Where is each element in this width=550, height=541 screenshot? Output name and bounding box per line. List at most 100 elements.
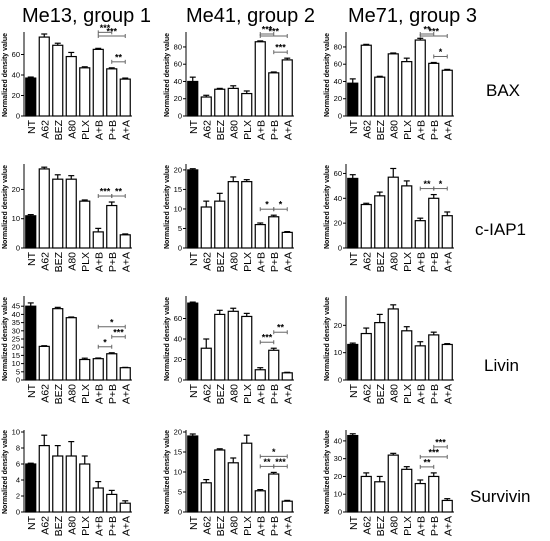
x-tick-label: NT	[26, 119, 38, 134]
y-tick-label: 60	[174, 60, 182, 69]
y-tick-label: 0	[178, 244, 182, 253]
bar-a62	[360, 203, 372, 249]
y-tick-label: 20	[174, 165, 182, 174]
x-tick-label: A+B	[255, 252, 267, 272]
x-tick-label: A80	[228, 384, 240, 403]
bar-nt	[25, 77, 37, 117]
column-header-2: Me41, group 2	[186, 5, 315, 27]
x-tick-label: BEZ	[375, 515, 387, 536]
y-tick-label: 40	[12, 310, 20, 319]
y-tick-label: 5	[16, 367, 20, 376]
y-axis-label: Normalized density value	[2, 33, 9, 117]
x-tick-label: P+B	[269, 252, 281, 272]
x-tick-label: NT	[26, 515, 38, 530]
y-tick-label: 0	[338, 244, 342, 253]
significance-label: ***	[100, 23, 111, 33]
y-tick-label: 10	[174, 204, 182, 213]
x-tick-label: A+A	[442, 252, 454, 272]
x-tick-label: NT	[348, 251, 360, 266]
x-tick-label: A+B	[255, 120, 267, 140]
x-tick-label: BEZ	[375, 119, 387, 140]
bar-plx	[79, 200, 91, 249]
bar-bez	[52, 44, 64, 117]
bar-bez	[214, 200, 226, 249]
bar-nt	[25, 215, 37, 249]
x-tick-label: A+B	[415, 384, 427, 404]
x-tick-label: NT	[348, 515, 360, 530]
x-tick-label: PLX	[80, 516, 92, 536]
bar-nt	[347, 82, 359, 117]
significance-label: *	[439, 47, 443, 57]
bar-plx	[79, 463, 91, 513]
bar-a80	[227, 87, 239, 117]
bar-pplusb	[106, 204, 118, 249]
bar-a62	[200, 96, 212, 117]
bar-a80	[65, 317, 77, 381]
y-tick-label: 60	[334, 60, 342, 69]
y-tick-label: 0	[338, 508, 342, 517]
bar-pplusb	[428, 197, 440, 249]
x-tick-label: A80	[388, 516, 400, 535]
x-tick-label: A62	[39, 384, 51, 403]
x-tick-label: P+B	[107, 252, 119, 272]
bar-pplusb	[106, 493, 118, 513]
x-tick-label: P+B	[429, 120, 441, 140]
x-tick-label: A+B	[255, 384, 267, 404]
significance-label: ***	[268, 27, 279, 37]
bar-a80	[227, 310, 239, 381]
bar-bez	[374, 322, 386, 381]
y-tick-label: 60	[174, 314, 182, 323]
y-tick-label: 30	[334, 454, 342, 463]
bar-a80	[65, 455, 77, 513]
x-tick-label: PLX	[402, 384, 414, 404]
bar-a80	[387, 454, 399, 513]
y-tick-label: 6	[16, 460, 20, 469]
x-tick-label: A80	[228, 252, 240, 271]
x-tick-label: P+B	[107, 516, 119, 536]
bar-aplusa	[281, 231, 293, 249]
x-tick-label: P+B	[429, 252, 441, 272]
y-tick-label: 20	[334, 94, 342, 103]
x-tick-label: A+A	[120, 516, 132, 536]
y-tick-label: 0	[16, 376, 20, 385]
y-axis-label: Normalized density value	[2, 430, 9, 514]
y-tick-label: 0	[338, 112, 342, 121]
x-tick-label: A+B	[93, 120, 105, 140]
bar-aplusb	[414, 482, 426, 513]
x-tick-label: A+B	[415, 516, 427, 536]
x-tick-label: PLX	[402, 120, 414, 140]
column-header-3: Me71, group 3	[348, 5, 477, 27]
bar-aplusb	[254, 369, 266, 381]
x-tick-label: A80	[388, 384, 400, 403]
bar-aplusa	[281, 372, 293, 381]
significance-label: *	[265, 200, 269, 210]
bar-nt	[347, 177, 359, 249]
y-tick-label: 40	[334, 194, 342, 203]
x-tick-label: A62	[39, 516, 51, 535]
row-label-ciap1: c-IAP1	[475, 220, 526, 239]
x-tick-label: P+B	[269, 384, 281, 404]
x-tick-label: A62	[201, 516, 213, 535]
x-tick-label: NT	[348, 383, 360, 398]
y-tick-label: 10	[12, 359, 20, 368]
y-tick-label: 25	[12, 335, 20, 344]
x-tick-label: BEZ	[53, 515, 65, 536]
x-tick-label: BEZ	[375, 383, 387, 404]
significance-label: **	[423, 179, 431, 189]
y-tick-label: 40	[174, 77, 182, 86]
bar-a62	[38, 36, 50, 117]
bar-pplusb	[428, 475, 440, 513]
bar-nt	[25, 305, 37, 381]
bar-a62	[38, 445, 50, 513]
x-tick-label: NT	[188, 383, 200, 398]
y-axis-label: Normalized density value	[2, 297, 9, 381]
x-tick-label: A+B	[93, 384, 105, 404]
x-tick-label: P+B	[107, 384, 119, 404]
